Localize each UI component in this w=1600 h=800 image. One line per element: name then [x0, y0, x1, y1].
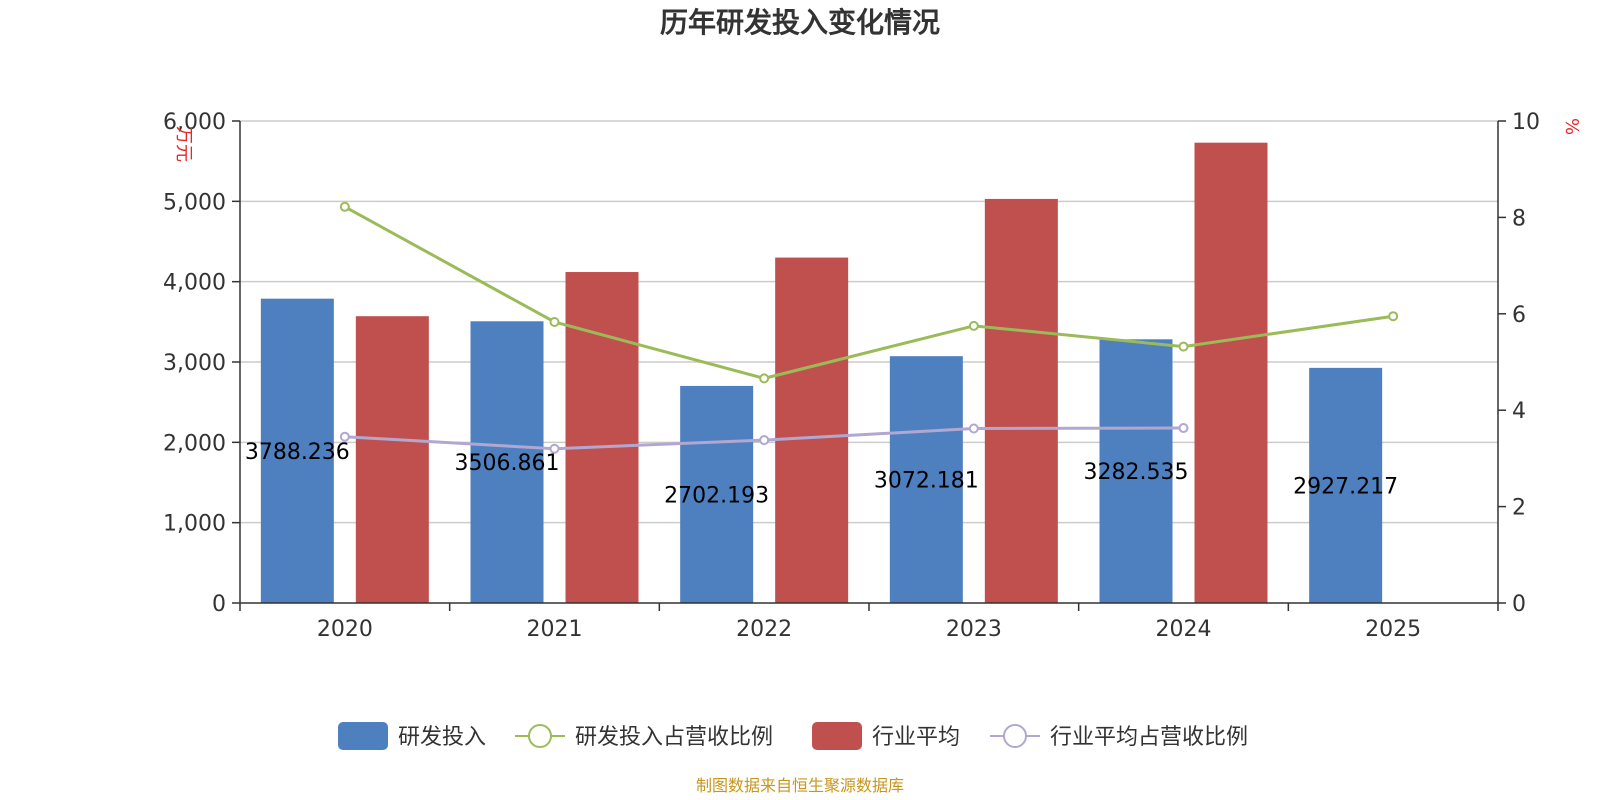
- data-label-rd-2020: 3788.236: [245, 440, 350, 465]
- bar-rd-2022: [680, 385, 754, 603]
- rd-ratio-point-2021: [549, 316, 560, 327]
- legend-item-2: 行业平均: [812, 722, 960, 750]
- legend-swatch-marker: [528, 724, 552, 748]
- industry-ratio-point-2022: [759, 435, 770, 446]
- legend-label: 研发投入占营收比例: [575, 725, 773, 750]
- legend: 研发投入 研发投入占营收比例 行业平均 行业平均占营收比例: [338, 722, 1248, 750]
- rd-ratio-point-2023: [968, 320, 979, 331]
- bar-rd-2021: [470, 321, 544, 603]
- right-tick-label: 0: [1512, 592, 1526, 617]
- left-tick-label: 1,000: [163, 512, 226, 537]
- left-tick-label: 0: [212, 592, 226, 617]
- left-tick-label: 2,000: [163, 431, 226, 456]
- bar-industry-2020: [355, 316, 429, 603]
- legend-item-0: 研发投入: [338, 722, 486, 750]
- bars-layer: [260, 142, 1383, 603]
- source-note: 制图数据来自恒生聚源数据库: [696, 776, 904, 795]
- lines-layer: [339, 201, 1399, 454]
- industry-ratio-point-2021: [549, 443, 560, 454]
- bar-rd-2023: [889, 356, 963, 603]
- rd-ratio-point-2025: [1388, 311, 1399, 322]
- legend-label: 行业平均占营收比例: [1050, 725, 1248, 750]
- right-tick-label: 4: [1512, 399, 1526, 424]
- legend-label: 研发投入: [398, 725, 486, 750]
- right-axis-unit: %: [1561, 118, 1582, 135]
- legend-swatch-bar: [812, 722, 862, 750]
- x-tick-label-2022: 2022: [736, 617, 792, 642]
- legend-item-3: 行业平均占营收比例: [990, 724, 1248, 750]
- rd-ratio-point-2024: [1178, 341, 1189, 352]
- x-tick-label-2023: 2023: [946, 617, 1002, 642]
- rd-ratio-point-2022: [759, 373, 770, 384]
- bar-industry-2023: [984, 198, 1058, 603]
- right-tick-label: 8: [1512, 206, 1526, 231]
- bar-industry-2022: [775, 257, 849, 603]
- axes-layer: 0 1,000 2,000 3,000 4,000 5,000 6,000 0 2 4 6 8 10 20…: [163, 110, 1540, 642]
- bar-rd-2025: [1309, 367, 1383, 603]
- right-tick-label: 2: [1512, 496, 1526, 521]
- x-tick-label-2024: 2024: [1156, 617, 1212, 642]
- x-tick-label-2020: 2020: [317, 617, 373, 642]
- left-axis-unit: 万元: [173, 126, 194, 162]
- x-tick-label-2021: 2021: [527, 617, 583, 642]
- legend-item-1: 研发投入占营收比例: [515, 724, 773, 750]
- data-label-rd-2023: 3072.181: [874, 469, 979, 494]
- bar-rd-2024: [1099, 339, 1173, 603]
- x-tick-label-2025: 2025: [1365, 617, 1421, 642]
- data-label-rd-2021: 3506.861: [455, 451, 560, 476]
- rd-ratio-line: [344, 205, 1394, 380]
- rd-ratio-point-2020: [339, 201, 350, 212]
- right-tick-label: 10: [1512, 110, 1540, 135]
- chart-title: 历年研发投入变化情况: [660, 6, 940, 39]
- industry-ratio-point-2023: [968, 423, 979, 434]
- industry-ratio-point-2020: [339, 431, 350, 442]
- bar-industry-2021: [565, 272, 639, 603]
- legend-label: 行业平均: [872, 725, 960, 750]
- right-tick-label: 6: [1512, 303, 1526, 328]
- bar-rd-2020: [260, 298, 334, 603]
- industry-ratio-point-2024: [1178, 423, 1189, 434]
- left-tick-label: 4,000: [163, 271, 226, 296]
- data-labels-layer: 3788.236 3506.861 2702.193 3072.181 3282.535…: [245, 440, 1398, 509]
- data-label-rd-2024: 3282.535: [1084, 460, 1189, 485]
- data-label-rd-2025: 2927.217: [1293, 474, 1398, 499]
- bar-industry-2024: [1194, 142, 1268, 603]
- left-tick-label: 3,000: [163, 351, 226, 376]
- legend-swatch-bar: [338, 722, 388, 750]
- data-label-rd-2022: 2702.193: [664, 483, 769, 508]
- left-tick-label: 5,000: [163, 190, 226, 215]
- legend-swatch-marker: [1003, 724, 1027, 748]
- left-tick-label: 6,000: [163, 110, 226, 135]
